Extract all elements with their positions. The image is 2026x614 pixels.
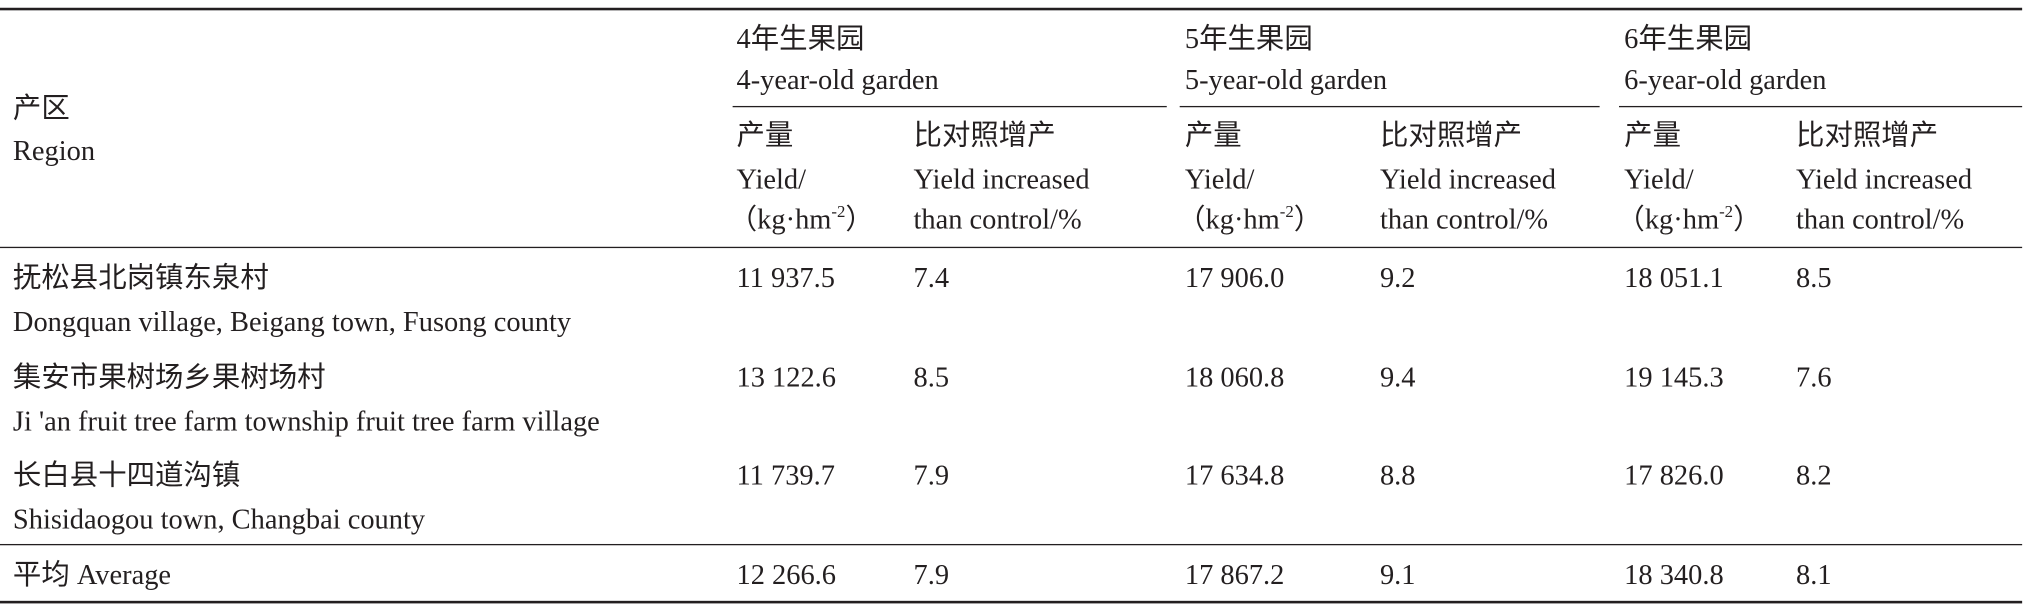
cell-value: 18 060.8 <box>1184 360 1285 393</box>
group-title-en: 4-year-old garden <box>736 63 939 96</box>
yield-en: Yield/ <box>1184 162 1255 196</box>
unit-part: ） <box>1733 202 1762 236</box>
average-label: 平均 Average <box>12 558 172 591</box>
average-value: 12 266.6 <box>736 558 836 591</box>
cell-value: 17 906.0 <box>1184 261 1285 294</box>
unit-part: （kg·hm <box>1616 202 1720 236</box>
group-title-cn: 5年生果园 <box>1184 21 1313 55</box>
cell-value: 9.2 <box>1379 261 1416 294</box>
yield-cn: 产量 <box>736 118 794 152</box>
rule-line <box>1179 105 1600 108</box>
yield-cn: 产量 <box>1624 118 1682 152</box>
average-value: 18 340.8 <box>1624 558 1724 591</box>
rule-line <box>0 543 2023 546</box>
average-value: 8.1 <box>1796 558 1832 591</box>
cell-value: 8.2 <box>1796 458 1832 491</box>
group-title-en: 6-year-old garden <box>1624 63 1827 96</box>
increase-en: Yield increased <box>1796 162 1973 196</box>
cell-value: 7.6 <box>1796 360 1832 393</box>
unit-part: ） <box>845 202 874 236</box>
rule-line <box>0 7 2023 11</box>
row-region-en: Dongquan village, Beigang town, Fusong c… <box>12 304 572 338</box>
increase-en2: than control/% <box>1379 202 1549 236</box>
header-region-en: Region <box>12 134 96 167</box>
cell-value: 11 739.7 <box>736 458 835 491</box>
unit-part: （kg·hm <box>1177 202 1280 236</box>
average-value: 9.1 <box>1379 558 1416 591</box>
unit-part: -2 <box>831 201 846 221</box>
cell-value: 18 051.1 <box>1624 261 1724 294</box>
row-region-en: Shisidaogou town, Changbai county <box>12 502 426 535</box>
cell-value: 7.9 <box>913 458 950 491</box>
cell-value: 8.5 <box>913 360 950 393</box>
unit-part: -2 <box>1719 201 1734 221</box>
cell-value: 17 826.0 <box>1624 458 1724 491</box>
group-title-cn: 6年生果园 <box>1624 21 1753 55</box>
row-region-en: Ji 'an fruit tree farm township fruit tr… <box>12 404 600 437</box>
cell-value: 11 937.5 <box>736 261 835 294</box>
average-value: 17 867.2 <box>1184 558 1285 591</box>
unit-part: （kg·hm <box>728 202 832 236</box>
rule-line <box>732 105 1167 108</box>
increase-cn: 比对照增产 <box>1379 118 1523 152</box>
header-region-cn: 产区 <box>12 91 70 125</box>
cell-value: 13 122.6 <box>736 360 836 393</box>
cell-value: 9.4 <box>1379 360 1416 393</box>
group-title-en: 5-year-old garden <box>1184 63 1388 96</box>
increase-en2: than control/% <box>1796 202 1965 236</box>
increase-en: Yield increased <box>1379 162 1556 196</box>
rule-line <box>0 246 2023 249</box>
increase-en: Yield increased <box>913 162 1090 196</box>
increase-cn: 比对照增产 <box>1796 118 1939 152</box>
cell-value: 8.8 <box>1379 458 1416 491</box>
increase-cn: 比对照增产 <box>913 118 1056 152</box>
cell-value: 17 634.8 <box>1184 458 1285 491</box>
cell-value: 7.4 <box>913 261 950 294</box>
yield-en: Yield/ <box>736 162 806 196</box>
rule-line <box>1619 105 2023 108</box>
cell-value: 8.5 <box>1796 261 1832 294</box>
cell-value: 19 145.3 <box>1624 360 1724 393</box>
rule-line <box>0 600 2023 604</box>
unit-part: -2 <box>1279 201 1294 221</box>
yield-unit: （kg·hm-2） <box>1177 203 1322 237</box>
yield-unit: （kg·hm-2） <box>729 203 874 237</box>
row-region-cn: 集安市果树场乡果树场村 <box>12 360 326 393</box>
yield-en: Yield/ <box>1624 162 1694 196</box>
yield-cn: 产量 <box>1184 118 1242 152</box>
group-title-cn: 4年生果园 <box>736 21 865 55</box>
yield-unit: （kg·hm-2） <box>1616 203 1761 237</box>
average-value: 7.9 <box>913 558 950 591</box>
unit-part: ） <box>1293 202 1323 236</box>
increase-en2: than control/% <box>913 202 1082 236</box>
row-region-cn: 长白县十四道沟镇 <box>12 458 241 491</box>
row-region-cn: 抚松县北岗镇东泉村 <box>12 261 269 294</box>
